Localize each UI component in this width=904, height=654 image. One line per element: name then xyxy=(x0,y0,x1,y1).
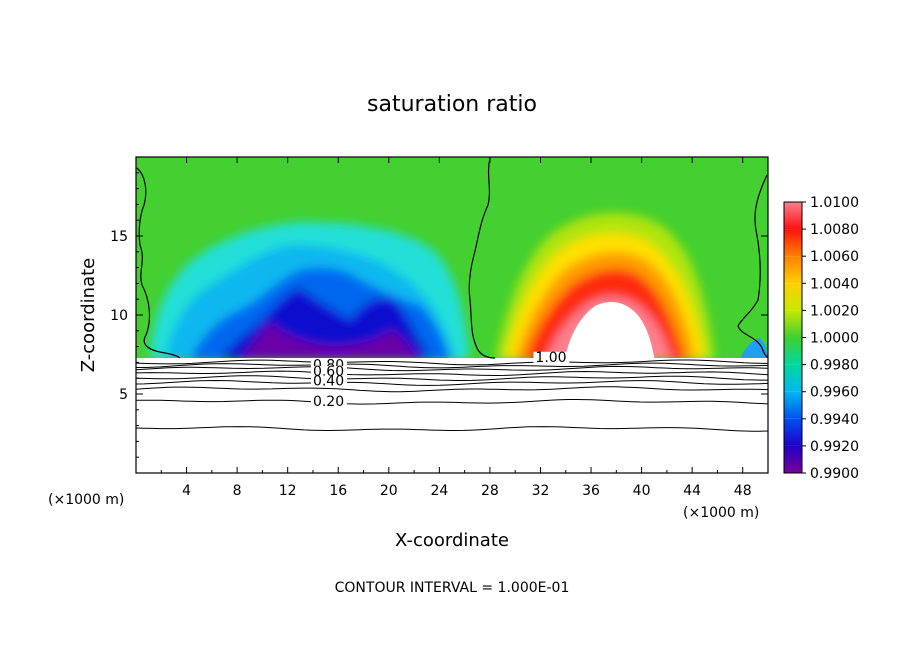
colorbar: 0.9900 0.9920 0.9940 0.9960 0.9980 1.0000 1.00… xyxy=(783,195,859,482)
contour-right-edge xyxy=(737,174,769,359)
contour-label: 1.00 xyxy=(535,350,566,366)
colorbar-segment xyxy=(784,283,802,311)
x-unit-label-right: (×1000 m) xyxy=(683,505,759,521)
y-axis-ticks: 5 10 15 xyxy=(110,172,768,458)
contour-line xyxy=(135,386,769,393)
colorbar-segment xyxy=(784,418,802,446)
colorbar-segment xyxy=(784,337,802,365)
colorbar-label: 1.0080 xyxy=(810,222,859,238)
region-white-core xyxy=(565,302,655,360)
colorbar-segment xyxy=(784,256,802,284)
colorbar-segment xyxy=(784,445,802,473)
contour-labels: 0.800.600.400.201.00 xyxy=(310,350,570,410)
contour-line xyxy=(136,362,769,369)
contour-label-bg xyxy=(533,351,570,363)
contour-line xyxy=(135,399,769,405)
x-unit-label-left: (×1000 m) xyxy=(48,492,124,508)
y-axis-label: Z-coordinate xyxy=(78,258,99,373)
region-purple-left xyxy=(240,322,420,360)
colorbar-label: 0.9960 xyxy=(810,385,859,401)
x-tick-label: 36 xyxy=(582,483,600,499)
colorbar-segment xyxy=(784,364,802,392)
contour-interval-footer: CONTOUR INTERVAL = 1.000E-01 xyxy=(335,580,570,596)
x-axis-ticks: 4 8 12 16 20 24 28 32 36 40 44 48 xyxy=(160,157,752,499)
x-tick-label: 16 xyxy=(329,483,347,499)
x-tick-label: 8 xyxy=(233,483,242,499)
x-tick-label: 40 xyxy=(633,483,651,499)
contour-label: 0.40 xyxy=(313,374,344,390)
y-tick-label: 10 xyxy=(110,308,128,324)
x-tick-label: 32 xyxy=(532,483,550,499)
colorbar-label: 1.0100 xyxy=(810,195,859,211)
contour-label-bg xyxy=(310,375,347,387)
contour-label-bg xyxy=(310,396,347,408)
y-tick-label: 15 xyxy=(110,229,128,245)
contour-label-bg xyxy=(310,359,347,371)
field-contours xyxy=(136,157,769,359)
colorbar-label: 1.0040 xyxy=(810,276,859,292)
colorbar-label: 0.9940 xyxy=(810,412,859,428)
heatmap-field xyxy=(136,157,768,360)
below-cloud-area xyxy=(136,358,768,473)
contour-middle xyxy=(468,157,496,359)
contour-left-edge xyxy=(136,167,181,359)
x-tick-label: 24 xyxy=(430,483,448,499)
colorbar-segment xyxy=(784,391,802,419)
lower-contours xyxy=(135,359,769,432)
colorbar-label: 0.9900 xyxy=(810,466,859,482)
x-tick-label: 28 xyxy=(481,483,499,499)
contour-line xyxy=(135,359,769,366)
colorbar-label: 0.9980 xyxy=(810,358,859,374)
region-edge-blue xyxy=(740,338,768,360)
colorbar-label: 0.9920 xyxy=(810,439,859,455)
contour-line xyxy=(135,379,769,386)
x-tick-label: 12 xyxy=(279,483,297,499)
colorbar-label: 1.0060 xyxy=(810,249,859,265)
colorbar-segment xyxy=(784,229,802,257)
colorbar-label: 1.0020 xyxy=(810,303,859,319)
contour-label-bg xyxy=(310,366,347,378)
contour-line xyxy=(135,426,769,432)
colorbar-segment xyxy=(784,202,802,230)
contour-line xyxy=(135,375,768,381)
colorbar-segment xyxy=(784,310,802,338)
chart-title: saturation ratio xyxy=(367,92,537,117)
y-tick-label: 5 xyxy=(119,387,128,403)
x-tick-label: 20 xyxy=(380,483,398,499)
x-tick-label: 44 xyxy=(683,483,701,499)
contour-label: 0.20 xyxy=(313,394,344,410)
x-tick-label: 4 xyxy=(182,483,191,499)
colorbar-label: 1.0000 xyxy=(810,331,859,347)
x-axis-label: X-coordinate xyxy=(395,530,509,551)
x-tick-label: 48 xyxy=(734,483,752,499)
contour-line xyxy=(135,370,769,377)
contour-line xyxy=(135,365,769,372)
